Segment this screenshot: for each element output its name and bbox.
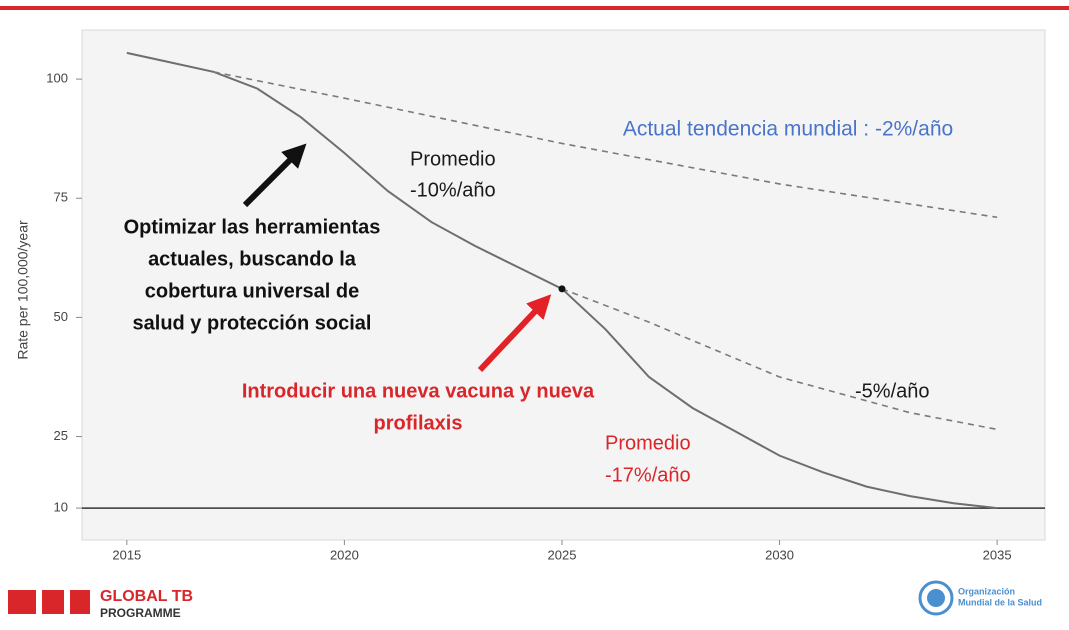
series-line [213,71,998,219]
annotation: Promedio [410,148,496,170]
x-tick-label: 2030 [765,547,794,562]
x-tick-label: 2035 [983,547,1012,562]
point-marker [558,285,566,293]
series-line [561,288,998,431]
annotation: -10%/año [410,179,496,201]
annotation: cobertura universal de [145,280,360,302]
annotation: Actual tendencia mundial : -2%/año [623,118,953,141]
who-emblem [927,589,945,607]
who-name: Organización [958,586,1015,596]
arrow [242,143,307,208]
program-logo: GLOBAL TB PROGRAMME [8,588,193,620]
y-tick-label: 25 [54,428,68,443]
top-rule [0,6,1069,10]
y-tick-label: 50 [54,309,68,324]
x-tick-label: 2015 [112,547,141,562]
program-name: GLOBAL TB [100,588,193,605]
plot-panel [81,29,1046,541]
annotation: Introducir una nueva vacuna y nueva [242,380,595,402]
y-tick-label: 10 [54,500,68,515]
annotation: -5%/año [855,380,930,402]
annotation: -17%/año [605,464,691,486]
y-tick-label: 75 [54,190,68,205]
program-name: PROGRAMME [100,606,181,620]
annotation: salud y protección social [133,312,372,334]
who-logo: Organización Mundial de la Salud [918,580,1042,616]
logo-block [42,590,64,614]
logo-block [70,590,90,614]
x-tick-label: 2020 [330,547,359,562]
annotation: actuales, buscando la [148,248,357,270]
x-tick-label: 2025 [548,547,577,562]
plot: 10 25 50 75 100 2015 2020 2025 2030 2035 [46,51,1045,562]
annotation: Optimizar las herramientas [124,216,381,238]
y-tick-label: 100 [46,71,68,86]
annotation: profilaxis [374,412,463,434]
arrow [477,294,552,373]
who-name: Mundial de la Salud [958,597,1042,607]
who-emblem [918,580,954,616]
annotation: Promedio [605,432,691,454]
y-axis-label: Rate per 100,000/year [15,220,31,360]
logo-block [8,590,36,614]
